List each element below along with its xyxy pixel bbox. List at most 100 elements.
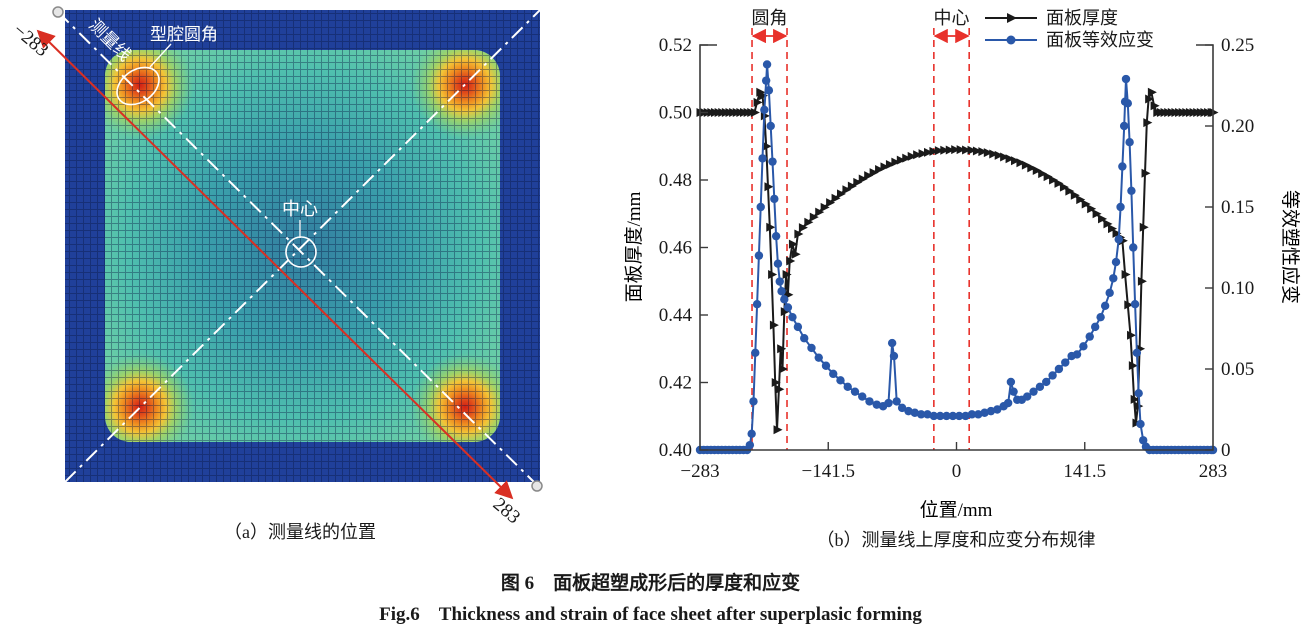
x-axis-label: 位置/mm bbox=[920, 499, 993, 521]
strain-marker bbox=[814, 353, 823, 362]
thickness-marker bbox=[1043, 172, 1053, 182]
thickness-marker bbox=[1141, 168, 1151, 178]
strain-marker bbox=[752, 300, 762, 309]
strain-marker bbox=[1111, 257, 1121, 267]
strain-marker bbox=[764, 86, 774, 95]
thickness-marker bbox=[750, 108, 760, 117]
strain-marker bbox=[836, 376, 845, 385]
thickness-marker bbox=[864, 171, 874, 181]
strain-marker bbox=[865, 397, 874, 406]
thickness-marker bbox=[880, 162, 890, 172]
strain-marker bbox=[1003, 398, 1013, 408]
strain-marker bbox=[775, 277, 784, 286]
strain-marker bbox=[1054, 364, 1064, 374]
thickness-marker bbox=[1038, 169, 1048, 179]
thickness-marker bbox=[940, 145, 950, 155]
thickness-marker bbox=[1147, 87, 1157, 97]
thickness-marker bbox=[1021, 160, 1031, 170]
thickness-marker bbox=[815, 207, 825, 217]
strain-marker bbox=[892, 397, 901, 406]
thickness-marker bbox=[775, 384, 785, 394]
strain-marker bbox=[1042, 377, 1051, 387]
strain-marker bbox=[884, 398, 893, 408]
thickness-marker bbox=[1130, 394, 1140, 404]
thickness-marker bbox=[1076, 195, 1086, 205]
strain-marker bbox=[761, 76, 771, 85]
strain-marker bbox=[1130, 300, 1140, 309]
legend-circle-marker bbox=[1006, 35, 1016, 45]
thickness-marker bbox=[869, 168, 879, 178]
strain-marker bbox=[1061, 358, 1070, 367]
strain-marker bbox=[1139, 436, 1148, 445]
thickness-marker bbox=[777, 344, 787, 354]
y-axis-label-right: 等效塑性应变 bbox=[1279, 190, 1301, 304]
strain-marker bbox=[788, 312, 797, 322]
strain-marker bbox=[768, 157, 777, 166]
x-tick-label: 0 bbox=[952, 461, 962, 482]
thickness-marker bbox=[1081, 199, 1091, 209]
thickness-marker bbox=[809, 212, 819, 222]
x-tick-label: 283 bbox=[1199, 461, 1228, 482]
strain-marker bbox=[754, 251, 764, 260]
strain-marker bbox=[1079, 342, 1088, 351]
annotation-band-label: 圆角 bbox=[752, 8, 788, 28]
measurement-line-arrow bbox=[36, 29, 514, 500]
thickness-marker bbox=[1070, 190, 1080, 200]
panel-a-contour-plot: 测量线 型腔圆角 中心 −283 283 bbox=[9, 6, 543, 528]
strain-marker bbox=[1109, 274, 1118, 283]
thickness-marker bbox=[1127, 330, 1137, 340]
thickness-marker bbox=[907, 151, 917, 161]
thickness-marker bbox=[1128, 361, 1138, 371]
strain-marker bbox=[980, 408, 989, 417]
strain-marker bbox=[1035, 382, 1045, 392]
strain-marker bbox=[762, 60, 772, 69]
thickness-marker bbox=[994, 150, 1004, 160]
strain-marker bbox=[800, 334, 809, 343]
chart-axes: 0.40 0.42 0.44 0.46 0.48 0.50 0.52 0 0.05 0.10 0.1… bbox=[659, 35, 1255, 482]
thickness-marker bbox=[934, 146, 944, 156]
thickness-marker bbox=[1143, 118, 1153, 128]
strain-marker bbox=[747, 429, 756, 438]
strain-marker bbox=[961, 411, 970, 421]
y-left-tick-label: 0.46 bbox=[659, 238, 692, 259]
strain-marker bbox=[1125, 138, 1134, 147]
thickness-marker bbox=[918, 149, 928, 159]
thickness-marker bbox=[768, 270, 778, 279]
thickness-marker bbox=[826, 198, 836, 208]
strain-marker bbox=[777, 287, 786, 296]
strain-marker bbox=[910, 408, 920, 417]
thickness-marker bbox=[989, 149, 999, 159]
strain-marker bbox=[821, 361, 831, 370]
thickness-marker bbox=[891, 157, 901, 167]
panel-a-caption: （a）测量线的位置 bbox=[224, 522, 376, 542]
strain-marker bbox=[1100, 301, 1110, 311]
thickness-marker bbox=[875, 165, 885, 175]
strain-marker bbox=[897, 403, 907, 413]
panel-b-chart: 圆角 中心 0.400.420.440.460.480.500.5200.050.… bbox=[623, 8, 1301, 521]
thickness-marker bbox=[929, 146, 939, 156]
x-tick-label: −283 bbox=[680, 461, 719, 482]
thickness-marker bbox=[1098, 214, 1108, 224]
strain-marker bbox=[1085, 332, 1094, 341]
strain-marker bbox=[1022, 392, 1032, 401]
thickness-marker bbox=[791, 249, 801, 259]
thickness-marker bbox=[962, 145, 972, 155]
strain-marker bbox=[1009, 387, 1018, 396]
thickness-marker bbox=[847, 181, 857, 191]
strain-marker bbox=[1136, 419, 1145, 429]
strain-marker bbox=[1096, 312, 1105, 322]
cavity-fillet-label: 型腔圆角 bbox=[150, 25, 218, 44]
strain-marker bbox=[1114, 235, 1123, 244]
strain-marker bbox=[766, 121, 775, 131]
strain-marker bbox=[1134, 389, 1143, 398]
thickness-marker bbox=[956, 145, 966, 155]
legend-item-label: 面板等效应变 bbox=[1046, 30, 1154, 50]
thickness-marker bbox=[951, 145, 961, 155]
thickness-marker bbox=[753, 97, 763, 107]
thickness-marker bbox=[858, 174, 868, 184]
thickness-marker bbox=[766, 222, 776, 232]
thickness-marker bbox=[771, 378, 781, 387]
thickness-marker bbox=[769, 320, 779, 330]
thickness-marker bbox=[1107, 224, 1117, 234]
